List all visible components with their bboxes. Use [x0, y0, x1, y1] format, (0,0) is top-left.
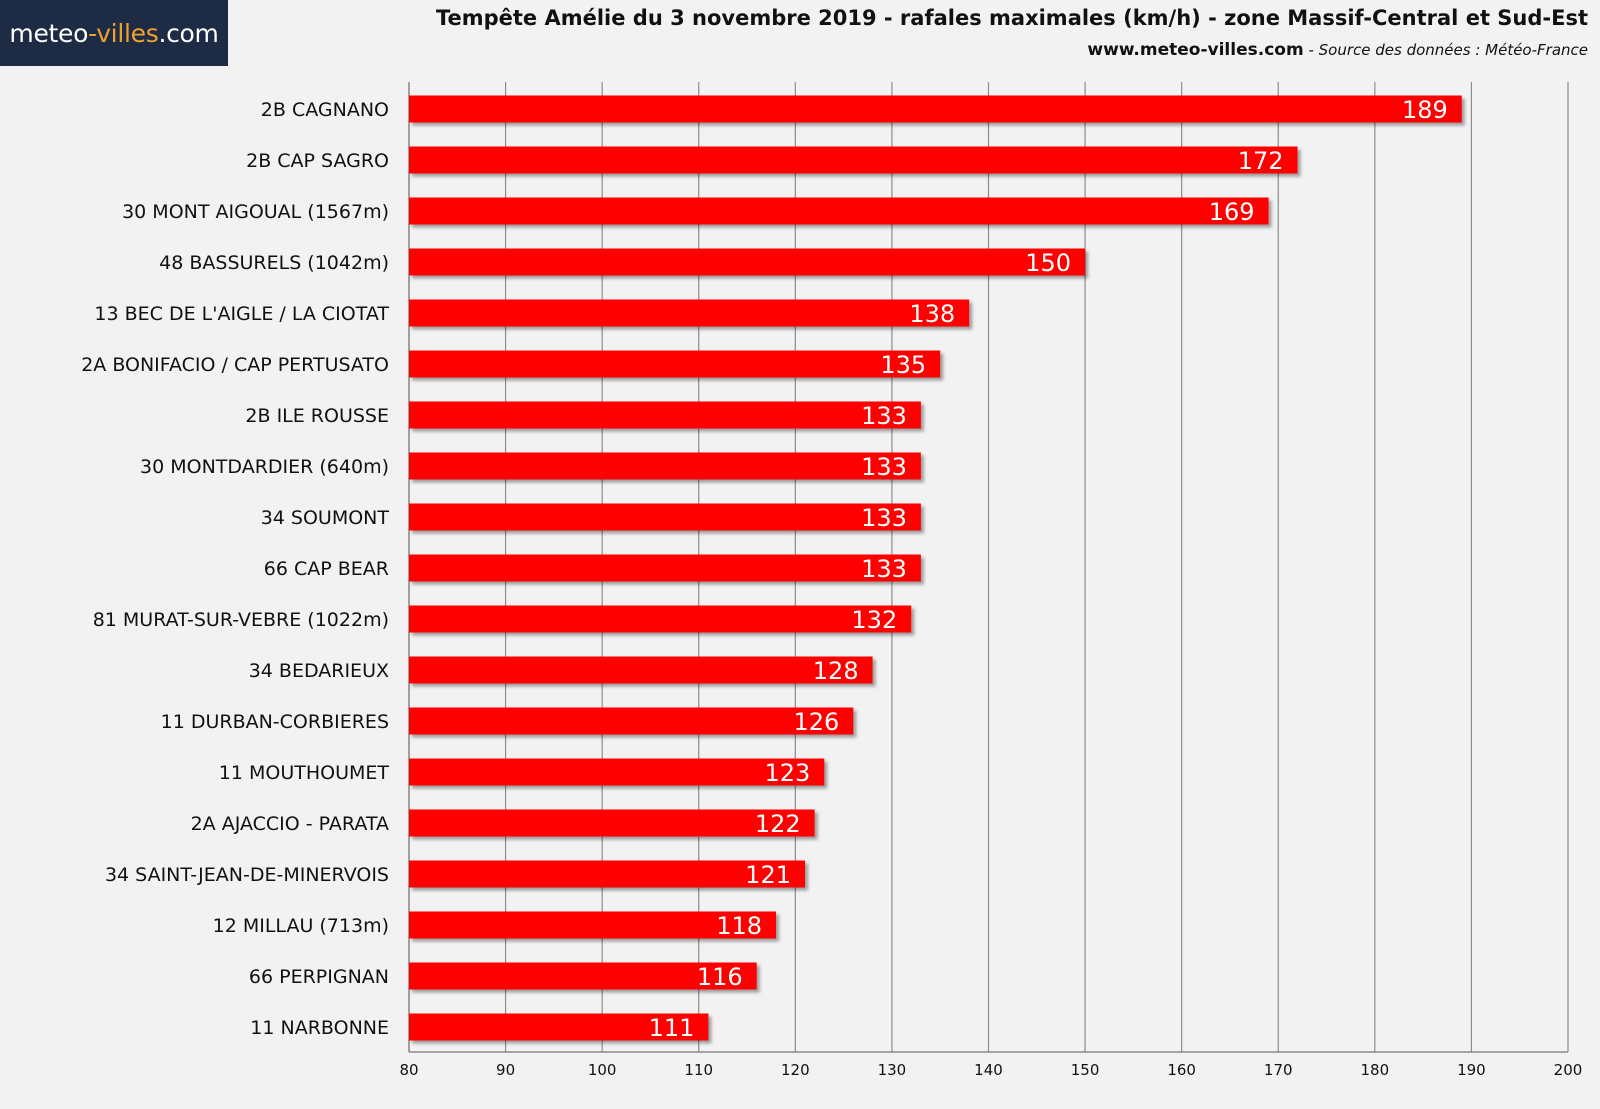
bar-value-label: 111	[649, 1014, 695, 1042]
bar-value-label: 150	[1025, 249, 1071, 277]
category-label: 2B ILE ROUSSE	[245, 405, 389, 427]
data-source: Source des données : Météo-France	[1318, 41, 1588, 59]
category-label: 66 PERPIGNAN	[249, 966, 389, 988]
bar-value-label: 123	[764, 759, 810, 787]
bar-value-label: 133	[861, 555, 907, 583]
logo-text-part2: -villes	[88, 18, 159, 48]
category-label: 12 MILLAU (713m)	[213, 915, 389, 937]
bar-value-label: 132	[851, 606, 897, 634]
chart-title: Tempête Amélie du 3 novembre 2019 - rafa…	[435, 6, 1588, 30]
category-label: 11 DURBAN-CORBIERES	[161, 711, 389, 733]
bar	[409, 248, 1086, 276]
x-tick-label: 190	[1457, 1061, 1486, 1079]
bar	[409, 860, 805, 888]
site-url: www.meteo-villes.com	[1087, 40, 1304, 60]
category-label: 2B CAP SAGRO	[246, 150, 389, 172]
category-label: 2A AJACCIO - PARATA	[191, 813, 389, 835]
logo-text-part1: meteo	[9, 18, 89, 48]
bar	[409, 962, 757, 990]
category-label: 34 SAINT-JEAN-DE-MINERVOIS	[105, 864, 389, 886]
x-tick-label: 110	[684, 1061, 713, 1079]
bar-value-label: 133	[861, 453, 907, 481]
subtitle-separator: -	[1303, 41, 1319, 59]
bar-value-label: 138	[909, 300, 955, 328]
category-label: 2A BONIFACIO / CAP PERTUSATO	[81, 354, 389, 376]
x-tick-label: 140	[974, 1061, 1003, 1079]
bar	[409, 605, 912, 633]
chart-subtitle: www.meteo-villes.com - Source des donnée…	[1087, 40, 1588, 60]
bar	[409, 299, 970, 327]
x-tick-label: 80	[399, 1061, 418, 1079]
category-label: 48 BASSURELS (1042m)	[159, 252, 389, 274]
bar	[409, 809, 815, 837]
bar-value-label: 126	[793, 708, 839, 736]
logo-text-part3: .com	[158, 18, 219, 48]
bar-value-label: 172	[1238, 147, 1284, 175]
bar	[409, 95, 1462, 123]
category-label: 2B CAGNANO	[261, 99, 389, 121]
x-tick-label: 170	[1264, 1061, 1293, 1079]
bar	[409, 146, 1298, 174]
category-label: 81 MURAT-SUR-VEBRE (1022m)	[93, 609, 389, 631]
site-logo: meteo -villes .com	[0, 0, 228, 66]
bar	[409, 758, 825, 786]
bar	[409, 656, 873, 684]
x-tick-label: 200	[1554, 1061, 1583, 1079]
bar-value-label: 133	[861, 504, 907, 532]
bar-value-label: 121	[745, 861, 791, 889]
bar-value-label: 122	[755, 810, 801, 838]
bar	[409, 911, 777, 939]
bar-value-label: 128	[813, 657, 859, 685]
bar-value-label: 116	[697, 963, 743, 991]
bar	[409, 401, 921, 429]
category-label: 11 MOUTHOUMET	[219, 762, 390, 784]
category-label: 34 SOUMONT	[261, 507, 390, 529]
category-label: 11 NARBONNE	[250, 1017, 389, 1039]
category-label: 13 BEC DE L'AIGLE / LA CIOTAT	[94, 303, 389, 325]
bar	[409, 350, 941, 378]
bar-value-label: 135	[880, 351, 926, 379]
category-label: 34 BEDARIEUX	[249, 660, 389, 682]
x-tick-label: 180	[1361, 1061, 1390, 1079]
category-label: 30 MONT AIGOUAL (1567m)	[122, 201, 389, 223]
bar-value-label: 169	[1209, 198, 1255, 226]
bar-value-label: 189	[1402, 96, 1448, 124]
x-tick-label: 100	[588, 1061, 617, 1079]
category-label: 30 MONTDARDIER (640m)	[140, 456, 389, 478]
bar	[409, 197, 1269, 225]
x-tick-label: 120	[781, 1061, 810, 1079]
x-tick-label: 90	[496, 1061, 515, 1079]
bar	[409, 1013, 709, 1041]
bar	[409, 452, 921, 480]
x-tick-label: 130	[878, 1061, 907, 1079]
bar-value-label: 133	[861, 402, 907, 430]
bar	[409, 554, 921, 582]
bar	[409, 503, 921, 531]
bar-value-label: 118	[716, 912, 762, 940]
category-label: 66 CAP BEAR	[264, 558, 389, 580]
x-tick-label: 150	[1071, 1061, 1100, 1079]
bar	[409, 707, 854, 735]
x-tick-label: 160	[1167, 1061, 1196, 1079]
